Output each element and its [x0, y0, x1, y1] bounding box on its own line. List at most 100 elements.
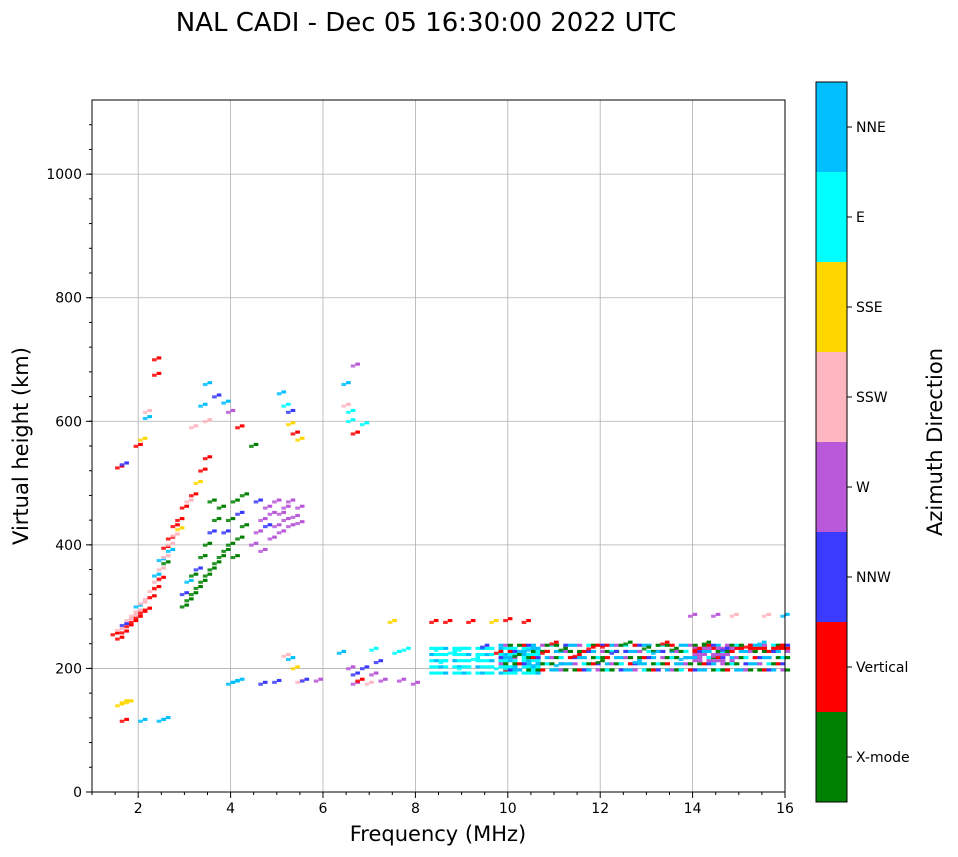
echo-point: [225, 547, 231, 552]
echo-cell: [743, 662, 749, 666]
echo-point: [554, 664, 559, 668]
echo-cell: [711, 668, 717, 672]
echo-point: [253, 531, 259, 535]
echo-cell: [517, 643, 523, 647]
echo-cell: [785, 668, 791, 672]
echo-point: [276, 498, 282, 502]
echo-point: [115, 704, 120, 708]
echo-cell: [697, 668, 703, 672]
x-tick-label: 6: [319, 801, 328, 817]
echo-point: [276, 531, 282, 535]
echo-point: [355, 671, 360, 675]
echo-point: [558, 662, 564, 666]
echo-point: [470, 619, 476, 623]
echo-point: [133, 610, 139, 614]
echo-point: [184, 500, 190, 504]
echo-point: [239, 510, 245, 514]
x-axis-label: Frequency (MHz): [350, 822, 526, 846]
echo-point: [239, 525, 245, 529]
echo-point: [152, 358, 157, 362]
echo-cell: [554, 649, 560, 653]
echo-point: [115, 466, 120, 470]
y-axis-ticks: 0 200 400 600 800 1000: [46, 124, 92, 801]
echo-cell: [729, 649, 735, 653]
echo-cell: [540, 668, 546, 672]
echo-cell: [627, 662, 634, 666]
echo-point: [133, 612, 139, 616]
echo-point: [433, 619, 439, 623]
echo-point: [225, 529, 231, 533]
echo-point: [170, 534, 176, 538]
echo-point: [175, 523, 180, 527]
echo-cell: [475, 659, 481, 663]
echo-cell: [572, 662, 578, 666]
echo-cell: [433, 665, 439, 669]
echo-point: [761, 640, 767, 644]
colorbar-label: Azimuth Direction: [923, 348, 947, 536]
echo-point: [258, 498, 263, 502]
echo-cell: [609, 643, 615, 647]
echo-point: [235, 679, 240, 683]
echo-point: [341, 649, 347, 653]
echo-point: [281, 506, 287, 510]
echo-cell: [507, 643, 513, 647]
echo-point: [189, 494, 194, 498]
echo-cell: [771, 643, 777, 647]
echo-point: [711, 654, 716, 658]
echo-cell: [526, 665, 532, 669]
echo-point: [115, 631, 120, 635]
echo-point: [198, 469, 203, 473]
echo-cell: [461, 671, 467, 675]
x-tick-label: 8: [411, 801, 420, 817]
echo-point: [184, 591, 190, 595]
echo-point: [124, 622, 129, 626]
echo-point: [586, 647, 591, 651]
echo-point: [225, 682, 231, 686]
echo-point: [128, 614, 134, 618]
echo-cell: [683, 649, 689, 653]
echo-point: [179, 506, 185, 510]
echo-point: [507, 617, 513, 621]
echo-cell: [567, 662, 573, 666]
echo-point: [147, 589, 153, 594]
echo-point: [198, 566, 203, 570]
echo-cell: [567, 649, 573, 653]
echo-cell: [771, 649, 777, 653]
echo-cell: [743, 649, 749, 653]
echo-cell: [456, 652, 463, 657]
echo-point: [295, 521, 300, 526]
echo-cell: [678, 662, 684, 666]
echo-point: [253, 541, 259, 545]
x-axis-ticks: 2 4 6 8 10 12 14 16: [91, 792, 794, 817]
echo-cell: [752, 646, 758, 650]
echo-point: [161, 717, 166, 721]
colorbar-segment: [816, 712, 847, 802]
echo-point: [359, 667, 365, 671]
echo-cell: [433, 652, 439, 657]
echo-point: [521, 620, 527, 624]
echo-cell: [757, 668, 763, 672]
echo-point: [447, 651, 453, 655]
echo-point: [281, 510, 287, 514]
echo-cell: [521, 646, 527, 650]
echo-cell: [498, 659, 504, 663]
echo-cell: [664, 656, 670, 660]
echo-point: [392, 619, 397, 623]
echo-point: [216, 555, 222, 560]
echo-point: [267, 512, 273, 516]
echo-cell: [687, 662, 694, 666]
echo-point: [221, 401, 226, 405]
echo-cell: [775, 662, 781, 666]
echo-cell: [526, 652, 532, 657]
echo-point: [452, 649, 457, 653]
echo-cell: [586, 668, 592, 672]
echo-cell: [637, 643, 643, 647]
echo-point: [554, 640, 559, 644]
echo-point: [341, 404, 347, 408]
echo-point: [272, 535, 277, 539]
echo-point: [438, 646, 444, 650]
echo-cell: [748, 668, 754, 672]
echo-point: [507, 665, 513, 669]
echo-point: [272, 680, 277, 684]
echo-cell: [456, 659, 463, 663]
